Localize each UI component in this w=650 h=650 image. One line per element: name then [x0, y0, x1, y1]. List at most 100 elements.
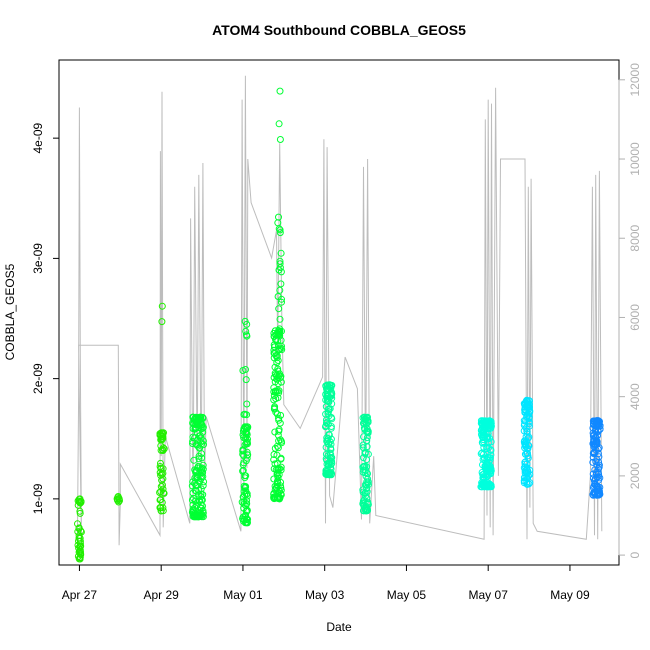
data-point [322, 416, 330, 424]
data-point [327, 463, 335, 471]
data-point [77, 528, 85, 536]
y-axis-right: 0 2000 4000 6000 8000 10000 12000 [618, 63, 642, 558]
data-point [364, 479, 372, 487]
data-point [521, 405, 529, 413]
data-point [481, 462, 489, 470]
data-point [241, 435, 249, 442]
data-point [486, 454, 494, 462]
data-point [276, 226, 284, 234]
data-point [189, 489, 197, 497]
data-point [74, 528, 82, 536]
data-point [190, 456, 198, 464]
data-point [521, 400, 529, 408]
data-point [199, 502, 206, 510]
data-point [271, 388, 279, 396]
data-point [276, 286, 284, 294]
data-point [192, 487, 200, 495]
data-point [242, 502, 250, 510]
data-point [327, 440, 335, 448]
data-point [114, 493, 122, 501]
data-point [242, 457, 250, 465]
data-point [276, 229, 284, 237]
data-point [240, 500, 248, 508]
data-point [277, 268, 285, 276]
data-point [273, 442, 281, 450]
data-point [199, 424, 207, 432]
data-point [275, 305, 283, 313]
data-point [241, 317, 249, 325]
data-point [197, 438, 205, 446]
data-point [243, 400, 251, 408]
data-point [270, 396, 278, 404]
data-point [156, 469, 164, 477]
data-point [275, 389, 283, 397]
data-point [327, 446, 335, 453]
data-point [189, 508, 197, 516]
data-point [595, 476, 603, 484]
data-point [157, 435, 165, 443]
points-layer [74, 87, 604, 563]
data-point [276, 315, 284, 323]
data-point [273, 451, 281, 459]
data-point [270, 349, 278, 357]
data-point [323, 419, 330, 427]
data-point [360, 496, 368, 504]
data-point [76, 507, 84, 515]
data-point [278, 298, 285, 306]
data-point [359, 468, 367, 476]
data-point [188, 482, 196, 490]
data-point [362, 492, 369, 500]
x-tick-label: Apr 27 [62, 588, 98, 602]
data-point [275, 427, 283, 435]
data-point [524, 399, 532, 407]
data-point [595, 461, 603, 469]
y-tick-label: 2e-09 [31, 363, 45, 394]
y-right-tick-label: 10000 [628, 142, 642, 176]
data-point [190, 494, 197, 502]
data-point [242, 376, 250, 384]
data-point [75, 524, 83, 532]
data-point [520, 477, 528, 485]
data-point [158, 318, 166, 326]
y-right-tick-label: 12000 [628, 63, 642, 97]
data-point [158, 302, 166, 310]
data-point [198, 454, 206, 462]
data-point [76, 498, 84, 506]
data-point [487, 438, 495, 446]
data-point [199, 461, 207, 469]
data-point [199, 491, 207, 499]
x-tick-label: May 05 [387, 588, 427, 602]
data-point [526, 471, 534, 478]
y-axis-title: COBBLA_GEOS5 [3, 263, 17, 360]
data-point [75, 495, 83, 503]
data-point [189, 501, 197, 509]
data-point [157, 465, 165, 473]
data-point [589, 424, 597, 432]
data-point [197, 493, 205, 500]
data-point [364, 498, 372, 506]
data-point [274, 472, 282, 480]
data-point [242, 327, 250, 335]
data-point [521, 441, 529, 449]
x-tick-label: May 03 [305, 588, 345, 602]
data-point [524, 452, 532, 460]
data-point [323, 456, 331, 464]
data-point [239, 467, 247, 475]
data-point [327, 450, 335, 458]
y-right-tick-label: 2000 [628, 462, 642, 489]
data-point [191, 434, 198, 442]
y-axis-left: 1e-09 2e-09 3e-09 4e-09 [31, 122, 60, 514]
data-point [275, 494, 283, 502]
data-point [271, 482, 279, 490]
data-point [277, 249, 285, 257]
data-point [326, 449, 334, 457]
data-point [590, 432, 598, 440]
data-point [322, 390, 330, 398]
data-point [363, 488, 371, 496]
y-right-tick-label: 4000 [628, 383, 642, 410]
data-point [242, 490, 250, 498]
chart-title: ATOM4 Southbound COBBLA_GEOS5 [212, 22, 466, 38]
x-axis: Apr 27 Apr 29 May 01 May 03 May 05 May 07 May … [62, 564, 590, 602]
data-point [159, 481, 166, 489]
